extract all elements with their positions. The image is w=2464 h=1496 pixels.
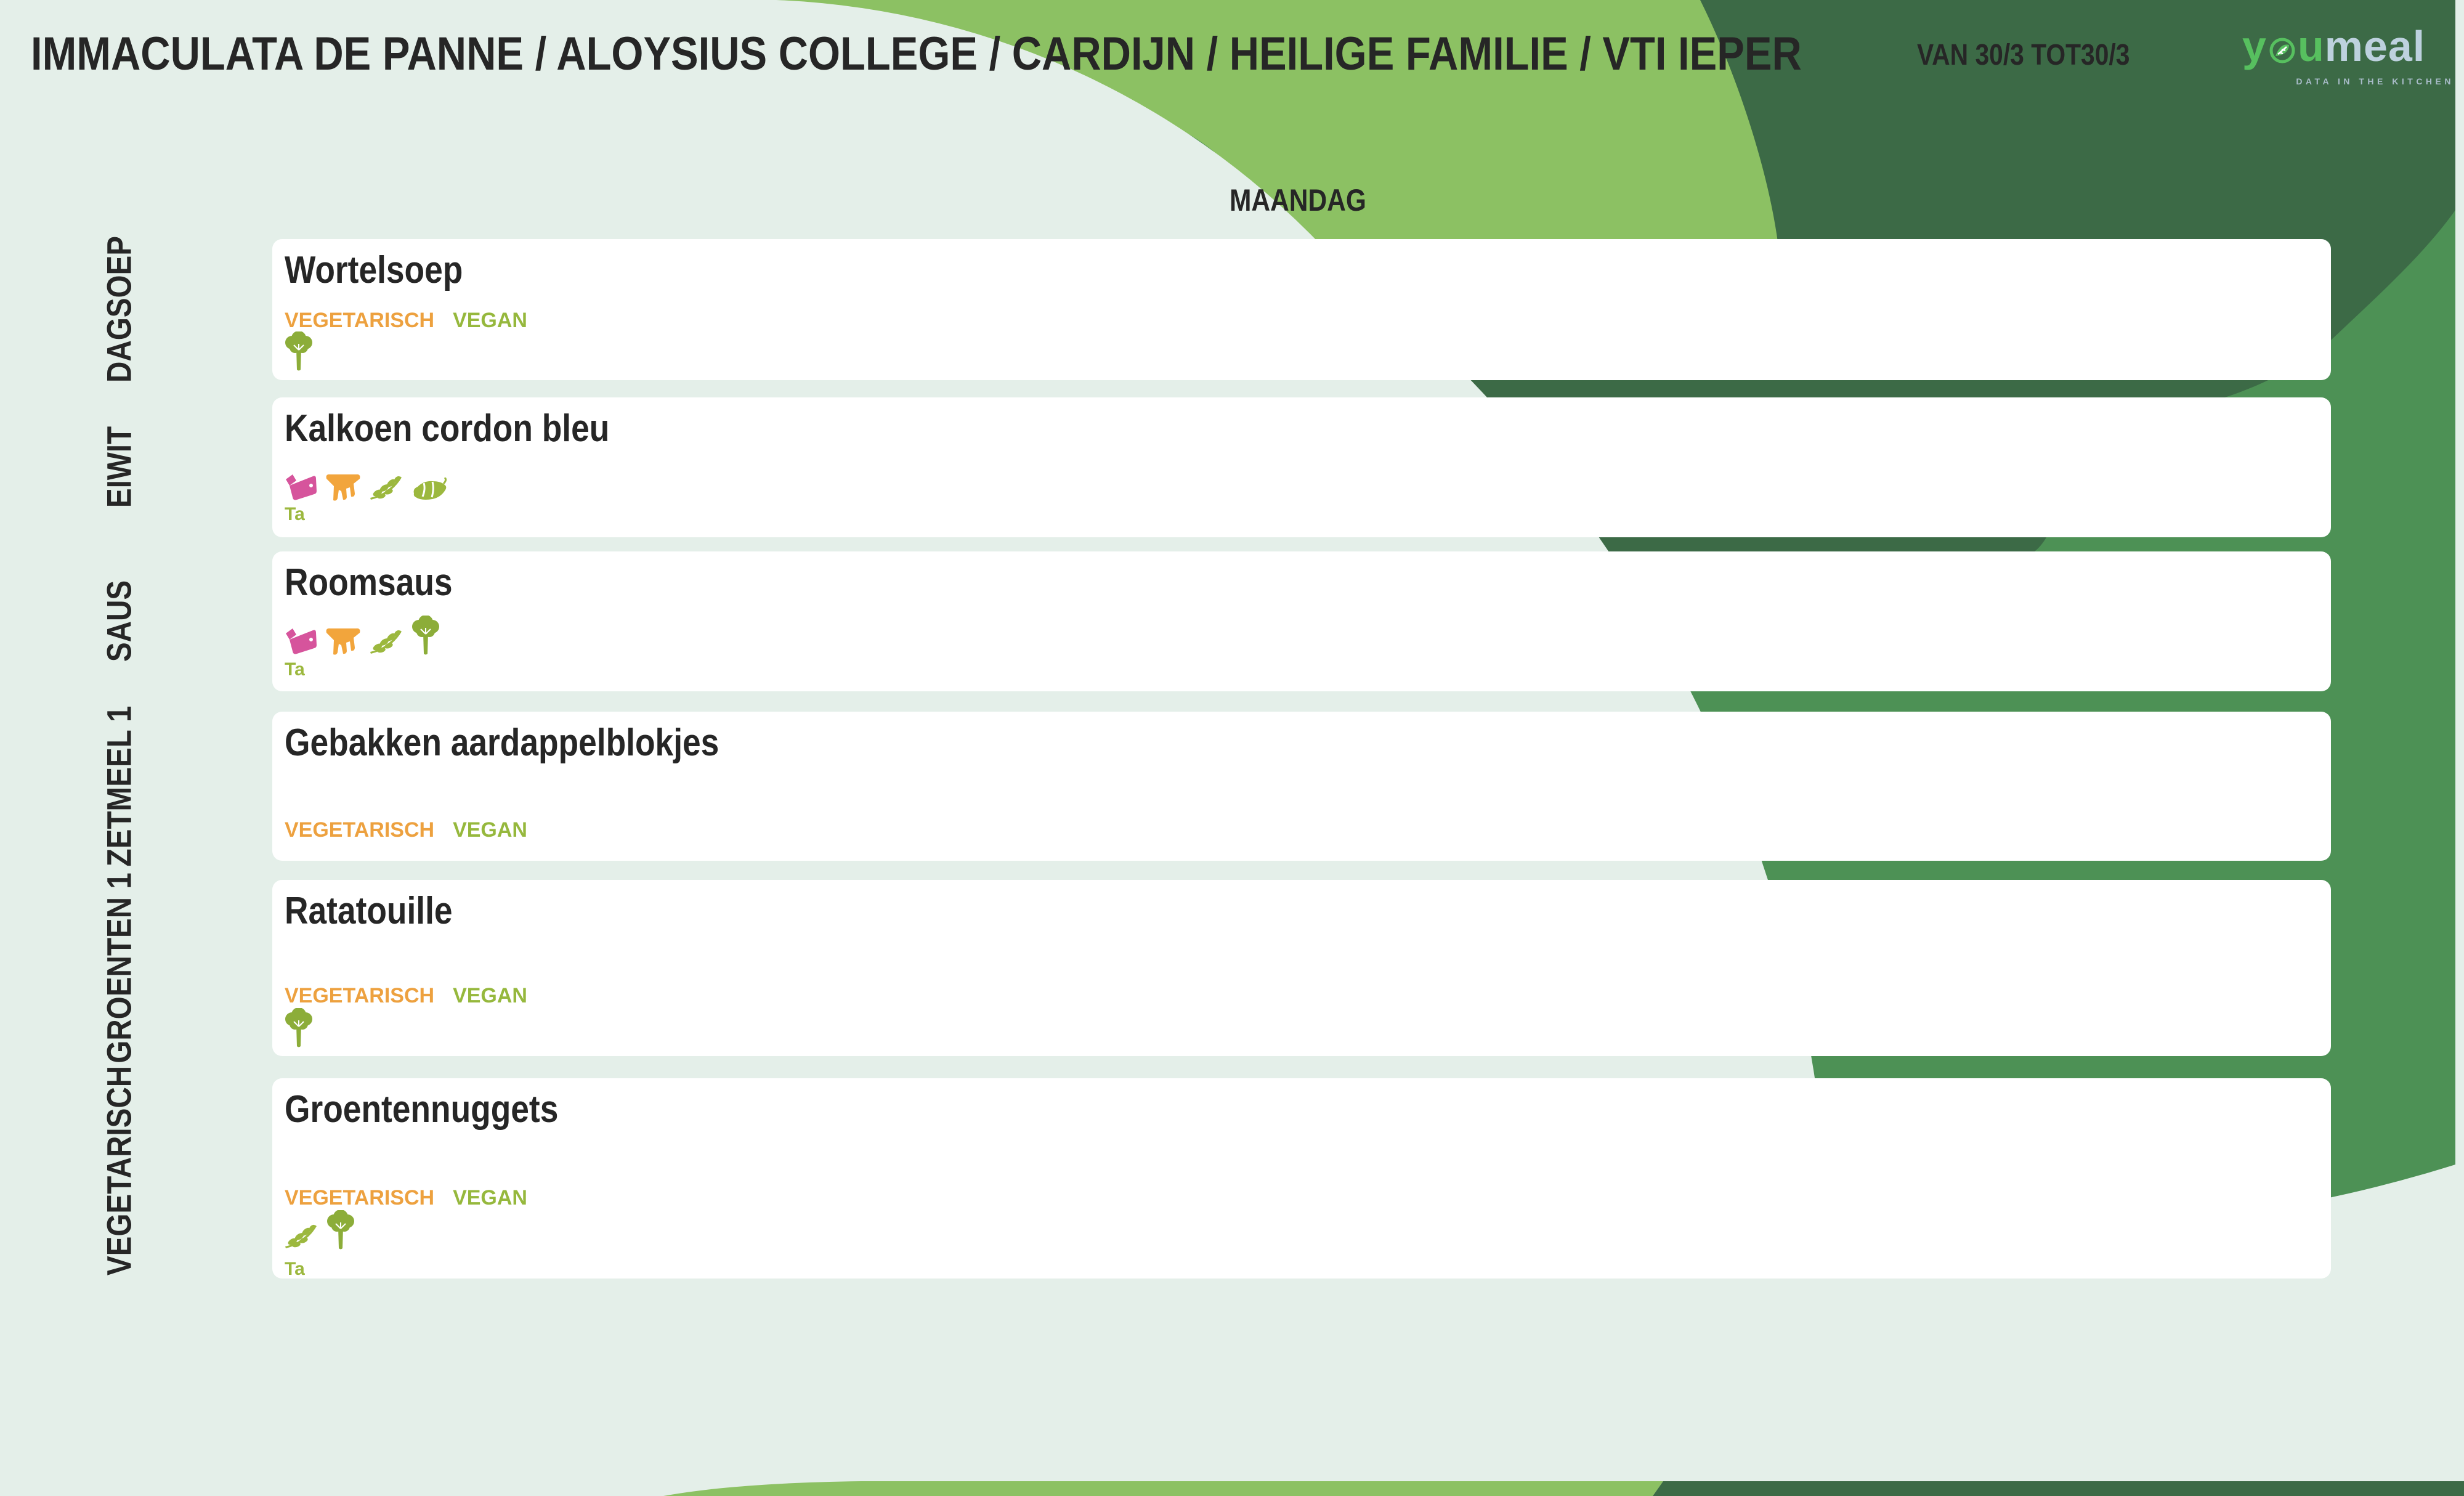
grain-sprig-icon <box>370 476 402 500</box>
udder-icon <box>326 628 360 655</box>
diet-tags: VEGETARISCH VEGAN <box>285 309 527 333</box>
diet-tags: VEGETARISCH VEGAN <box>285 818 527 842</box>
category-label-saus: SAUS <box>99 580 139 662</box>
vegetarisch-tag: VEGETARISCH <box>285 818 435 842</box>
logo-you-text: y <box>2242 22 2267 70</box>
allergen-note: Ta <box>285 504 305 524</box>
vegetarisch-tag: VEGETARISCH <box>285 1186 435 1209</box>
vegetarisch-tag: VEGETARISCH <box>285 309 435 332</box>
udder-icon <box>326 474 360 501</box>
broccoli-icon <box>412 616 439 655</box>
vegan-tag: VEGAN <box>453 309 527 332</box>
page-title-text: IMMACULATA DE PANNE / ALOYSIUS COLLEGE /… <box>31 28 1802 80</box>
allergen-icons <box>285 614 440 655</box>
category-label-zetmeel: ZETMEEL 1 <box>99 705 139 867</box>
dish-title: Ratatouille <box>285 890 453 932</box>
youmeal-logo: y u meal DATA IN THE KITCHEN <box>2242 25 2458 92</box>
dish-title: Groentennuggets <box>285 1088 559 1131</box>
vegan-tag: VEGAN <box>453 984 527 1007</box>
citrus-slice-icon <box>2268 36 2296 67</box>
allergen-note: Ta <box>285 659 305 680</box>
category-label-vegetarisch: VEGETARISCH <box>99 1065 139 1276</box>
logo-tagline: DATA IN THE KITCHEN <box>2296 76 2454 86</box>
category-label-groenten: GROENTEN 1 <box>99 872 139 1063</box>
menu-card-wortelsoep: Wortelsoep VEGETARISCH VEGAN <box>272 239 2331 380</box>
logo-meal-text: meal <box>2324 22 2426 70</box>
ingredient-icons <box>285 1007 313 1047</box>
date-range: VAN 30/3 TOT30/3 <box>1917 39 2130 71</box>
allergen-icons <box>285 473 447 501</box>
grain-sprig-icon <box>370 630 402 654</box>
day-header: MAANDAG <box>1230 183 1366 217</box>
grain-sprig-icon <box>285 1224 317 1248</box>
allergen-icons <box>285 1209 355 1250</box>
vegan-tag: VEGAN <box>453 818 527 842</box>
broccoli-icon <box>327 1210 354 1250</box>
category-label-eiwit: EIWIT <box>99 426 139 508</box>
diet-tags: VEGETARISCH VEGAN <box>285 984 527 1008</box>
broccoli-icon <box>285 331 312 371</box>
menu-card-groentennuggets: Groentennuggets VEGETARISCH VEGAN <box>272 1078 2331 1279</box>
logo-u-text: u <box>2297 22 2325 70</box>
cleaver-icon <box>286 474 317 500</box>
allergen-note: Ta <box>285 1259 305 1279</box>
category-label-dagsoep: DAGSOEP <box>99 235 139 383</box>
soy-pod-icon <box>413 478 447 500</box>
vegetarisch-tag: VEGETARISCH <box>285 984 435 1007</box>
diet-tags: VEGETARISCH VEGAN <box>285 1186 527 1210</box>
dish-title: Gebakken aardappelblokjes <box>285 722 719 764</box>
dish-title: Wortelsoep <box>285 249 463 291</box>
vegan-tag: VEGAN <box>453 1186 527 1209</box>
ingredient-icons <box>285 331 313 371</box>
page-title: IMMACULATA DE PANNE / ALOYSIUS COLLEGE /… <box>31 27 2043 81</box>
broccoli-icon <box>285 1008 312 1047</box>
dish-title: Roomsaus <box>285 561 453 604</box>
dish-title: Kalkoen cordon bleu <box>285 407 610 450</box>
menu-card-aardappelblokjes: Gebakken aardappelblokjes VEGETARISCH VE… <box>272 712 2331 861</box>
cleaver-icon <box>286 628 317 654</box>
menu-card-roomsaus: Roomsaus <box>272 551 2331 691</box>
youmeal-logo-wordmark: y u meal <box>2242 25 2458 68</box>
menu-card-ratatouille: Ratatouille VEGETARISCH VEGAN <box>272 880 2331 1056</box>
menu-card-kalkoen: Kalkoen cordon bleu <box>272 397 2331 537</box>
